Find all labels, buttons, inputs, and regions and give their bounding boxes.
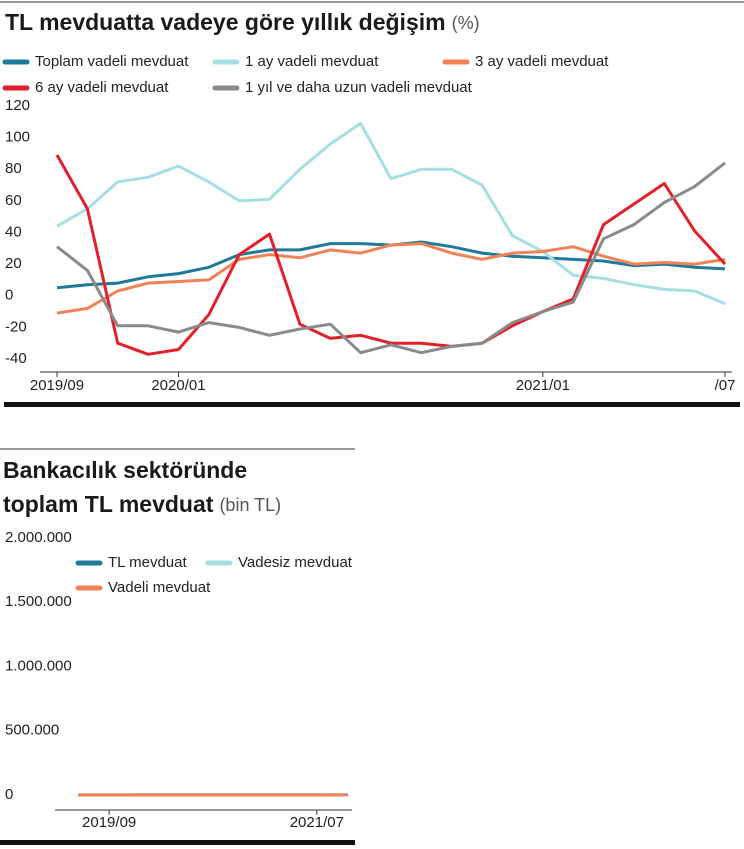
title-text: toplam TL mevduat — [3, 491, 214, 517]
chart-subtitle: (%) — [452, 13, 480, 33]
y-tick-label: -20 — [5, 318, 27, 335]
chart-title: Bankacılık sektöründe — [3, 457, 247, 483]
y-tick-label: 40 — [5, 223, 22, 240]
series-line — [55, 154, 727, 356]
x-tick-label: 2020/01 — [151, 377, 205, 394]
y-tick-label: 2.000.000 — [5, 529, 72, 546]
x-tick-label: 2021/07 — [290, 814, 344, 831]
y-tick-label: 80 — [5, 160, 22, 177]
x-tick-label: /07 — [715, 377, 736, 394]
legend-label: TL mevduat — [108, 554, 187, 571]
x-tick-label: 2019/09 — [30, 377, 84, 394]
legend-label: 1 ay vadeli mevduat — [245, 53, 379, 70]
chart-subtitle: (bin TL) — [219, 495, 281, 515]
series-line — [56, 242, 726, 315]
y-tick-label: 1.000.000 — [5, 657, 72, 674]
y-tick-label: 100 — [5, 129, 30, 146]
y-tick-label: 60 — [5, 192, 22, 209]
y-tick-label: 0 — [5, 287, 13, 304]
y-tick-label: 20 — [5, 255, 22, 272]
y-tick-label: 0 — [5, 786, 13, 803]
y-tick-label: 500.000 — [5, 722, 59, 739]
legend-label: 1 yıl ve daha uzun vadeli mevduat — [245, 79, 473, 96]
series-line — [56, 240, 726, 290]
legend-label: Toplam vadeli mevduat — [35, 53, 189, 70]
y-tick-label: 120 — [5, 97, 30, 114]
bottom-rule — [0, 840, 355, 845]
legend-label: Vadeli mevduat — [108, 579, 211, 596]
y-tick-label: -40 — [5, 350, 27, 367]
y-tick-label: 1.500.000 — [5, 593, 72, 610]
legend-label: 6 ay vadeli mevduat — [35, 79, 169, 96]
bottom-rule — [4, 402, 740, 407]
series-line — [56, 121, 726, 306]
legend-label: 3 ay vadeli mevduat — [475, 53, 609, 70]
series-line — [56, 161, 726, 355]
x-tick-label: 2019/09 — [82, 814, 136, 831]
chart-title: toplam TL mevduat (bin TL) — [3, 491, 281, 517]
chart-title: TL mevduatta vadeye göre yıllık değişim (… — [5, 9, 480, 35]
x-tick-label: 2021/01 — [516, 377, 570, 394]
legend-label: Vadesiz mevduat — [238, 554, 353, 571]
title-text: TL mevduatta vadeye göre yıllık değişim — [5, 9, 446, 35]
